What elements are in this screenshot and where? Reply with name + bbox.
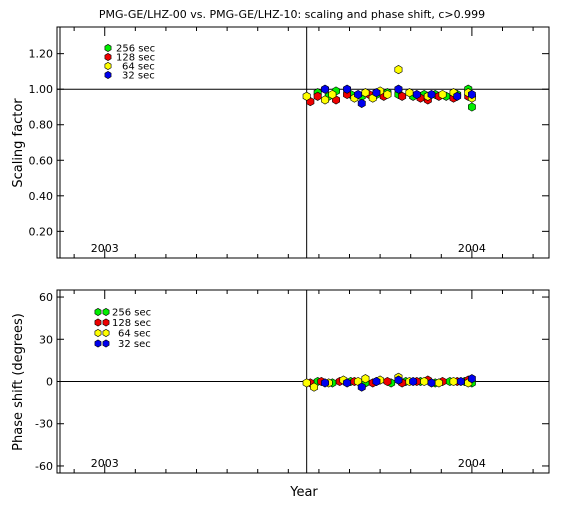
scaling-point-c64: [321, 95, 330, 105]
scaling-point-c32: [343, 84, 352, 94]
scaling-point-c64: [405, 88, 414, 98]
scaling-point-c256: [467, 102, 476, 112]
phase-ytick-label: 60: [39, 291, 53, 304]
phase-point-c64: [361, 374, 370, 384]
phase-point-c32: [409, 376, 418, 387]
phase-point-c32: [456, 376, 465, 387]
phase-point-c64: [449, 376, 458, 387]
scaling-ytick-label: 0.60: [29, 154, 54, 167]
scaling-xtick-label: 2003: [91, 242, 119, 255]
scaling-plot-frame: [56, 26, 550, 259]
phase-xtick-label: 2003: [91, 457, 119, 470]
scaling-point-c64: [361, 88, 370, 98]
scaling-point-c32: [372, 88, 381, 98]
scaling-point-c32: [453, 91, 462, 101]
phase-ytick-label: -60: [35, 460, 53, 473]
scaling-point-c64: [394, 65, 403, 75]
scaling-point-c32: [321, 84, 330, 94]
scaling-legend-marker-c128: [104, 53, 112, 61]
scaling-point-c64: [328, 89, 337, 100]
phase-point-c32: [357, 382, 366, 392]
phase-legend-label: 256 sec: [112, 308, 151, 319]
phase-point-c128: [383, 376, 392, 387]
scaling-point-c32: [354, 89, 363, 100]
phase-legend-marker2-c256: [102, 308, 110, 316]
chart-title: PMG-GE/LHZ-00 vs. PMG-GE/LHZ-10: scaling…: [99, 8, 485, 21]
scaling-panel: 0.20 0.40 0.60 0.80 1.00 1.20 2003 2004 256 sec1…: [11, 26, 550, 259]
phase-legend-marker-c32: [94, 339, 102, 348]
phase-point-c32: [343, 378, 352, 388]
scaling-legend-marker-c256: [104, 44, 112, 52]
phase-legend-label: 64 sec: [118, 329, 151, 340]
scaling-legend-marker-c64: [104, 62, 112, 70]
phase-xtick-label: 2004: [458, 457, 486, 470]
scaling-legend-label: 256 sec: [116, 44, 155, 55]
scaling-point-c32: [394, 84, 403, 94]
scaling-point-c32: [412, 89, 421, 100]
phase-point-c32: [372, 376, 381, 387]
phase-legend-label: 32 sec: [118, 339, 151, 350]
scaling-legend-label: 128 sec: [116, 53, 155, 64]
phase-ytick-label: -30: [35, 418, 53, 431]
scaling-point-c32: [467, 89, 476, 100]
phase-y-axis-label: Phase shift (degrees): [11, 313, 26, 451]
phase-legend-marker2-c64: [102, 329, 110, 337]
phase-point-c32: [427, 378, 436, 388]
scaling-ytick-label: 1.20: [29, 48, 54, 61]
phase-legend-marker-c256: [94, 308, 102, 316]
phase-point-c64: [302, 378, 311, 388]
phase-point-c32: [321, 378, 330, 388]
phase-legend-marker-c128: [94, 318, 102, 327]
phase-legend-marker-c64: [94, 329, 102, 337]
scaling-ytick-label: 0.40: [29, 190, 54, 203]
scaling-point-c64: [302, 91, 311, 101]
phase-legend-marker2-c128: [102, 318, 110, 327]
scaling-legend-marker-c32: [104, 71, 112, 79]
scaling-xtick-label: 2004: [458, 242, 486, 255]
scaling-point-c64: [438, 89, 447, 100]
phase-legend-label: 128 sec: [112, 318, 151, 329]
scaling-point-c128: [398, 91, 407, 101]
scaling-legend-label: 32 sec: [122, 71, 155, 82]
scaling-legend-label: 64 sec: [122, 62, 155, 73]
scaling-point-c64: [383, 89, 392, 100]
phase-ytick-label: 0: [46, 376, 53, 389]
phase-point-c32: [394, 375, 403, 385]
phase-ytick-label: 30: [39, 333, 53, 346]
scaling-y-axis-label: Scaling factor: [11, 98, 26, 188]
scaling-ytick-label: 1.00: [29, 83, 54, 96]
scaling-ytick-label: 0.80: [29, 119, 54, 132]
phase-point-c64: [310, 382, 319, 392]
phase-point-c32: [467, 374, 476, 384]
phase-legend-marker2-c32: [102, 339, 110, 348]
scaling-ytick-label: 0.20: [29, 225, 54, 238]
phase-point-c64: [420, 376, 429, 387]
phase-point-c64: [434, 378, 443, 388]
scaling-point-c32: [427, 89, 436, 100]
scaling-point-c128: [313, 91, 322, 101]
scaling-point-c32: [357, 98, 366, 108]
x-axis-label: Year: [289, 485, 318, 500]
